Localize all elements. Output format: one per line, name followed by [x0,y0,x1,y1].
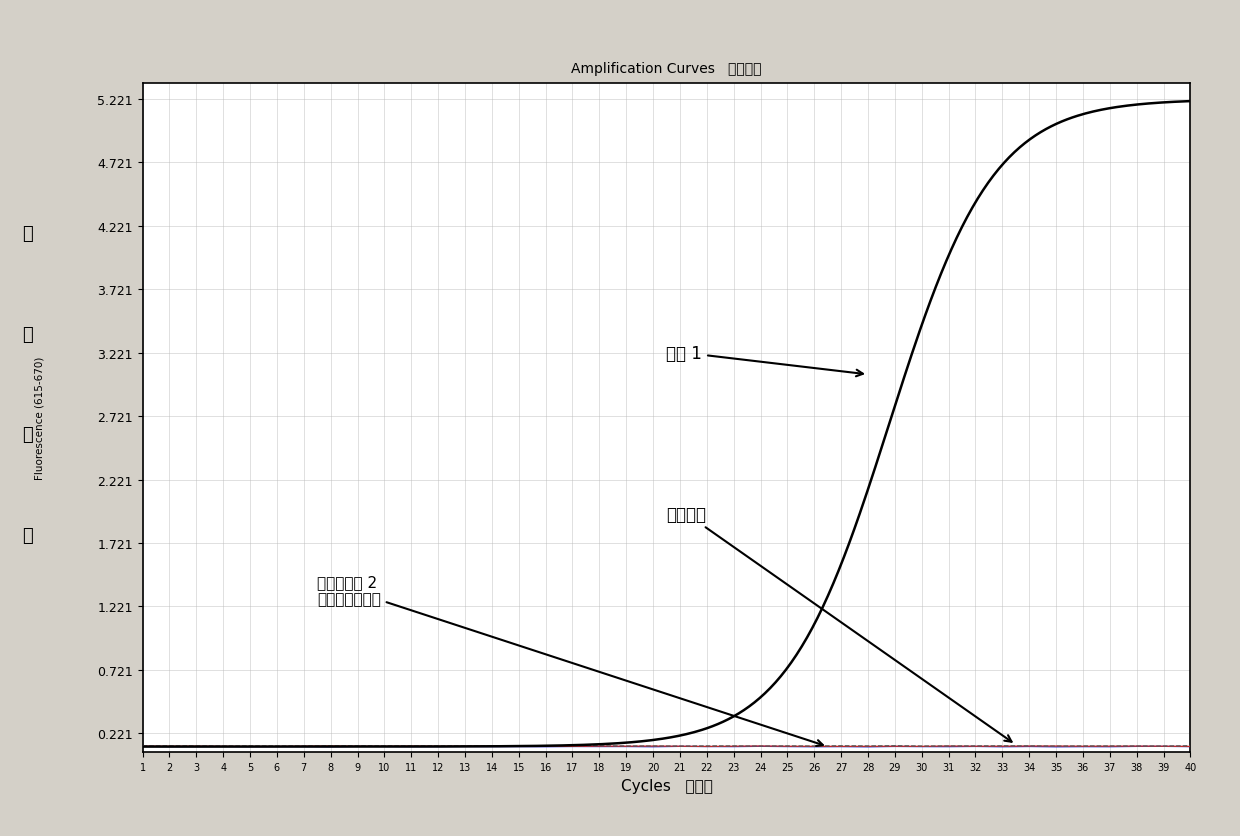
Text: 光: 光 [22,325,32,344]
Text: 阳性对照: 阳性对照 [667,505,1012,742]
Text: 量: 量 [22,526,32,544]
Text: 增: 增 [22,426,32,444]
X-axis label: Cycles   循环数: Cycles 循环数 [620,777,713,793]
Text: 红线为样品 2
蓝线为阴性对照: 红线为样品 2 蓝线为阴性对照 [317,574,823,746]
Text: 荧: 荧 [22,225,32,243]
Title: Amplification Curves   扩增曲线: Amplification Curves 扩增曲线 [572,62,761,75]
Text: 样品 1: 样品 1 [667,344,863,377]
Y-axis label: Fluorescence (615-670): Fluorescence (615-670) [35,356,45,480]
